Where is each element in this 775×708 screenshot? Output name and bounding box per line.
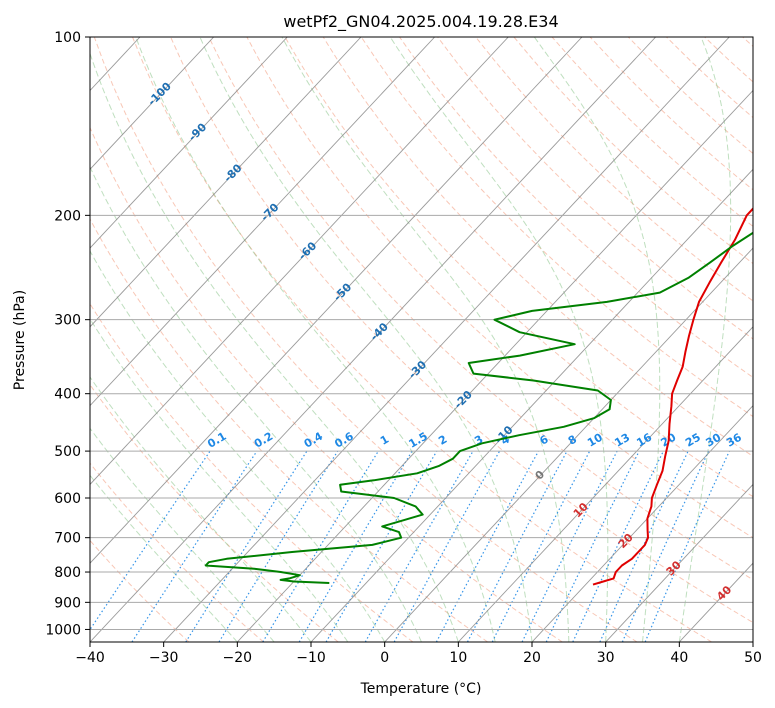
isotherm-line (90, 37, 436, 407)
x-tick-label: −40 (75, 650, 105, 666)
isotherm-line (163, 37, 730, 642)
mixing-ratio-line (435, 450, 540, 642)
isotherm-line (90, 37, 215, 170)
isotherm-line (605, 483, 753, 642)
y-tick-label: 600 (54, 491, 81, 507)
y-tick-label: 100 (54, 30, 81, 46)
x-tick-label: 0 (380, 650, 389, 666)
x-tick-label: 50 (744, 650, 762, 666)
x-tick-label: −30 (149, 650, 179, 666)
x-tick-label: 10 (449, 650, 467, 666)
dry-adiabat-line (437, 37, 753, 340)
isotherm-line (310, 168, 753, 642)
x-axis: −40 −30 −20 −10 0 10 20 30 40 50 (75, 642, 762, 666)
mixing-ratio-line (185, 450, 308, 642)
y-tick-label: 900 (54, 595, 81, 611)
isotherm-line (90, 37, 362, 328)
dry-adiabat-line (132, 37, 712, 642)
dry-adiabat-line (90, 539, 190, 642)
dry-adiabat-line (93, 37, 638, 642)
moist-adiabat-line (90, 250, 386, 642)
mixing-ratio-line (621, 450, 710, 642)
isotherm-line (531, 404, 753, 642)
y-tick-label: 200 (54, 208, 81, 224)
moist-adiabat-line (90, 427, 275, 642)
y-axis: 100 200 300 400 500 600 700 800 900 1000 (45, 30, 90, 638)
moist-adiabat-line (135, 37, 496, 642)
moist-adiabat-line (678, 37, 732, 642)
isotherm-line (90, 37, 583, 564)
x-tick-label: −20 (223, 650, 253, 666)
moist-adiabat-line (90, 318, 349, 642)
temperature-profile-line (592, 207, 753, 586)
moist-adiabat-line (90, 474, 238, 642)
mixing-ratio-line (364, 450, 474, 642)
background-lines (0, 37, 753, 642)
dry-adiabat-line (170, 37, 753, 624)
isotherm-line (90, 37, 657, 642)
mixing-ratio-line (393, 450, 501, 642)
dry-adiabat-line (246, 37, 753, 539)
moist-adiabat-line (199, 37, 533, 642)
mixing-ratio-line (521, 450, 618, 642)
mixing-ratio-line (491, 450, 591, 642)
mixing-ratio-line (90, 450, 211, 631)
isotherm-line (236, 89, 753, 642)
dewpoint-profile-line (204, 231, 753, 584)
mixing-ratio-line (262, 450, 379, 642)
y-tick-label: 800 (54, 565, 81, 581)
isotherm-line (90, 37, 288, 249)
isotherm-line (90, 37, 509, 486)
isotherm-line (384, 247, 753, 642)
dry-adiabat-line (322, 37, 753, 457)
y-tick-label: 700 (54, 531, 81, 547)
dry-adiabat-line (90, 217, 488, 642)
x-tick-label: 20 (523, 650, 541, 666)
x-axis-label: Temperature (°C) (360, 681, 482, 697)
y-tick-label: 400 (54, 387, 81, 403)
moist-adiabat-line (281, 37, 570, 642)
dry-adiabat-line (90, 462, 264, 642)
moist-adiabat-line (389, 37, 609, 642)
dry-adiabat-line (360, 37, 753, 418)
y-tick-label: 1000 (45, 622, 81, 638)
dry-adiabat-line (284, 37, 753, 498)
moist-adiabat-line (90, 52, 459, 642)
series-layer (204, 207, 753, 586)
isotherm-line (752, 641, 753, 642)
isotherm-line (0, 37, 66, 642)
plot-background (90, 37, 753, 642)
plot-frame (89, 36, 754, 643)
y-tick-label: 300 (54, 313, 81, 329)
y-tick-label: 500 (54, 444, 81, 460)
dry-adiabat-line (475, 37, 753, 302)
x-tick-label: 30 (597, 650, 615, 666)
isotherm-line (457, 326, 753, 642)
dry-adiabat-line (90, 126, 563, 642)
x-tick-label: 40 (670, 650, 688, 666)
moist-adiabat-line (90, 165, 422, 642)
y-axis-label: Pressure (hPa) (12, 290, 28, 390)
chart-title: wetPf2_GN04.2025.004.19.28.E34 (283, 12, 558, 32)
x-tick-label: −10 (296, 650, 326, 666)
